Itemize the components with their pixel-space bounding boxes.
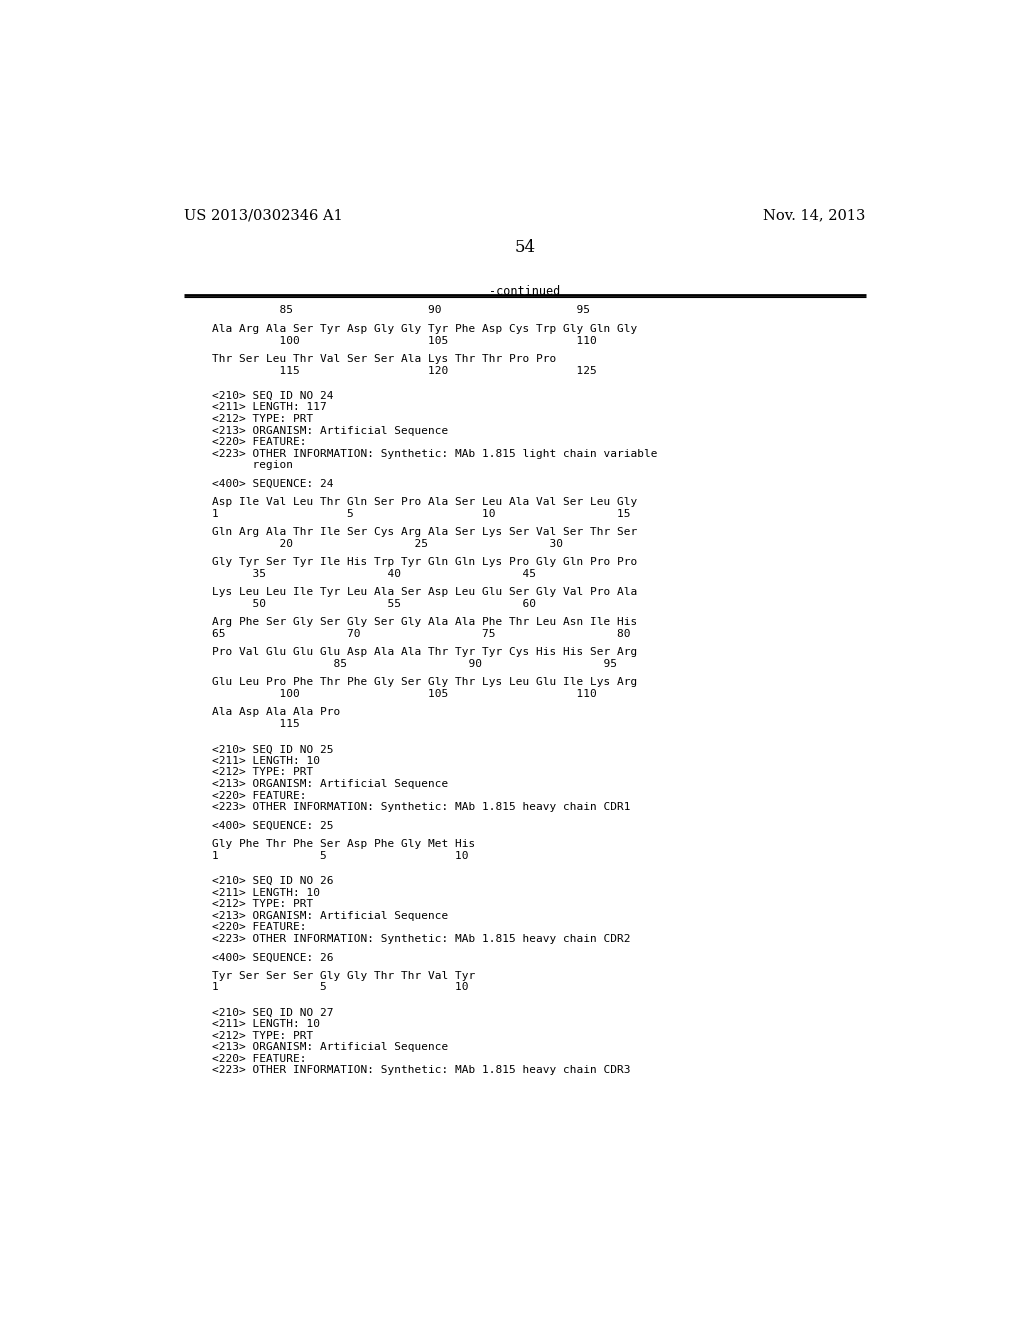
Text: <220> FEATURE:: <220> FEATURE:: [212, 791, 306, 800]
Text: Thr Ser Leu Thr Val Ser Ser Ala Lys Thr Thr Pro Pro: Thr Ser Leu Thr Val Ser Ser Ala Lys Thr …: [212, 354, 556, 364]
Text: <211> LENGTH: 10: <211> LENGTH: 10: [212, 756, 319, 766]
Text: Glu Leu Pro Phe Thr Phe Gly Ser Gly Thr Lys Leu Glu Ile Lys Arg: Glu Leu Pro Phe Thr Phe Gly Ser Gly Thr …: [212, 677, 637, 688]
Text: <211> LENGTH: 117: <211> LENGTH: 117: [212, 403, 327, 412]
Text: <213> ORGANISM: Artificial Sequence: <213> ORGANISM: Artificial Sequence: [212, 425, 447, 436]
Text: <210> SEQ ID NO 27: <210> SEQ ID NO 27: [212, 1007, 333, 1018]
Text: Gly Phe Thr Phe Ser Asp Phe Gly Met His: Gly Phe Thr Phe Ser Asp Phe Gly Met His: [212, 840, 475, 849]
Text: 50                  55                  60: 50 55 60: [212, 599, 536, 609]
Text: <210> SEQ ID NO 25: <210> SEQ ID NO 25: [212, 744, 333, 754]
Text: 100                   105                   110: 100 105 110: [212, 335, 596, 346]
Text: 85                    90                    95: 85 90 95: [212, 305, 590, 315]
Text: 65                  70                  75                  80: 65 70 75 80: [212, 628, 630, 639]
Text: Arg Phe Ser Gly Ser Gly Ser Gly Ala Ala Phe Thr Leu Asn Ile His: Arg Phe Ser Gly Ser Gly Ser Gly Ala Ala …: [212, 618, 637, 627]
Text: 1               5                   10: 1 5 10: [212, 982, 468, 993]
Text: region: region: [212, 461, 293, 470]
Text: US 2013/0302346 A1: US 2013/0302346 A1: [183, 209, 343, 223]
Text: <212> TYPE: PRT: <212> TYPE: PRT: [212, 1031, 313, 1040]
Text: <210> SEQ ID NO 26: <210> SEQ ID NO 26: [212, 876, 333, 886]
Text: 20                  25                  30: 20 25 30: [212, 539, 563, 549]
Text: Pro Val Glu Glu Glu Asp Ala Ala Thr Tyr Tyr Cys His His Ser Arg: Pro Val Glu Glu Glu Asp Ala Ala Thr Tyr …: [212, 647, 637, 657]
Text: <211> LENGTH: 10: <211> LENGTH: 10: [212, 1019, 319, 1030]
Text: Lys Leu Leu Ile Tyr Leu Ala Ser Asp Leu Glu Ser Gly Val Pro Ala: Lys Leu Leu Ile Tyr Leu Ala Ser Asp Leu …: [212, 587, 637, 597]
Text: Ala Asp Ala Ala Pro: Ala Asp Ala Ala Pro: [212, 708, 340, 717]
Text: -continued: -continued: [489, 285, 560, 298]
Text: Nov. 14, 2013: Nov. 14, 2013: [764, 209, 866, 223]
Text: <400> SEQUENCE: 24: <400> SEQUENCE: 24: [212, 479, 333, 488]
Text: <212> TYPE: PRT: <212> TYPE: PRT: [212, 899, 313, 909]
Text: 115                   120                   125: 115 120 125: [212, 366, 596, 375]
Text: <223> OTHER INFORMATION: Synthetic: MAb 1.815 heavy chain CDR2: <223> OTHER INFORMATION: Synthetic: MAb …: [212, 933, 630, 944]
Text: <220> FEATURE:: <220> FEATURE:: [212, 437, 306, 447]
Text: <213> ORGANISM: Artificial Sequence: <213> ORGANISM: Artificial Sequence: [212, 779, 447, 789]
Text: <220> FEATURE:: <220> FEATURE:: [212, 923, 306, 932]
Text: 115: 115: [212, 719, 299, 729]
Text: <210> SEQ ID NO 24: <210> SEQ ID NO 24: [212, 391, 333, 401]
Text: Ala Arg Ala Ser Tyr Asp Gly Gly Tyr Phe Asp Cys Trp Gly Gln Gly: Ala Arg Ala Ser Tyr Asp Gly Gly Tyr Phe …: [212, 323, 637, 334]
Text: <212> TYPE: PRT: <212> TYPE: PRT: [212, 767, 313, 777]
Text: 100                   105                   110: 100 105 110: [212, 689, 596, 698]
Text: Gly Tyr Ser Tyr Ile His Trp Tyr Gln Gln Lys Pro Gly Gln Pro Pro: Gly Tyr Ser Tyr Ile His Trp Tyr Gln Gln …: [212, 557, 637, 568]
Text: Gln Arg Ala Thr Ile Ser Cys Arg Ala Ser Lys Ser Val Ser Thr Ser: Gln Arg Ala Thr Ile Ser Cys Arg Ala Ser …: [212, 527, 637, 537]
Text: 85                  90                  95: 85 90 95: [212, 659, 616, 669]
Text: <220> FEATURE:: <220> FEATURE:: [212, 1053, 306, 1064]
Text: <213> ORGANISM: Artificial Sequence: <213> ORGANISM: Artificial Sequence: [212, 1043, 447, 1052]
Text: <400> SEQUENCE: 26: <400> SEQUENCE: 26: [212, 952, 333, 962]
Text: <211> LENGTH: 10: <211> LENGTH: 10: [212, 887, 319, 898]
Text: <223> OTHER INFORMATION: Synthetic: MAb 1.815 heavy chain CDR1: <223> OTHER INFORMATION: Synthetic: MAb …: [212, 803, 630, 812]
Text: 54: 54: [514, 239, 536, 256]
Text: 35                  40                  45: 35 40 45: [212, 569, 536, 578]
Text: <213> ORGANISM: Artificial Sequence: <213> ORGANISM: Artificial Sequence: [212, 911, 447, 920]
Text: 1                   5                   10                  15: 1 5 10 15: [212, 508, 630, 519]
Text: <212> TYPE: PRT: <212> TYPE: PRT: [212, 414, 313, 424]
Text: Tyr Ser Ser Ser Gly Gly Thr Thr Val Tyr: Tyr Ser Ser Ser Gly Gly Thr Thr Val Tyr: [212, 970, 475, 981]
Text: <223> OTHER INFORMATION: Synthetic: MAb 1.815 heavy chain CDR3: <223> OTHER INFORMATION: Synthetic: MAb …: [212, 1065, 630, 1076]
Text: Asp Ile Val Leu Thr Gln Ser Pro Ala Ser Leu Ala Val Ser Leu Gly: Asp Ile Val Leu Thr Gln Ser Pro Ala Ser …: [212, 498, 637, 507]
Text: 1               5                   10: 1 5 10: [212, 850, 468, 861]
Text: <400> SEQUENCE: 25: <400> SEQUENCE: 25: [212, 821, 333, 830]
Text: <223> OTHER INFORMATION: Synthetic: MAb 1.815 light chain variable: <223> OTHER INFORMATION: Synthetic: MAb …: [212, 449, 657, 458]
